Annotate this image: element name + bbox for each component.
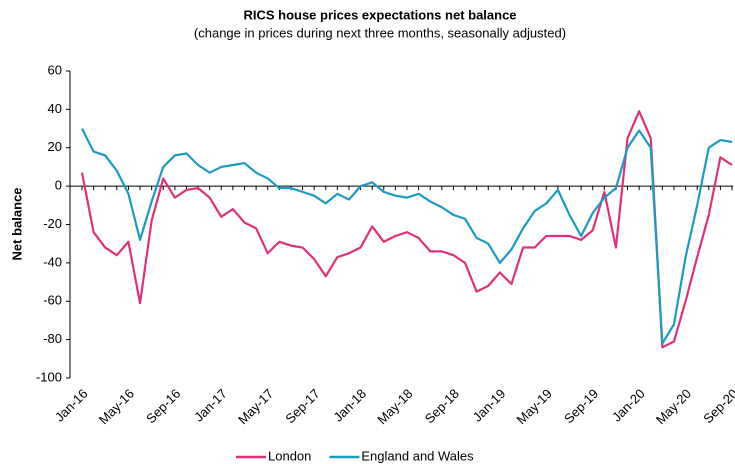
chart-title: RICS house prices expectations net balan…: [243, 7, 516, 22]
x-tick-label: Jan-17: [191, 386, 230, 425]
chart-subtitle: (change in prices during next three mont…: [194, 25, 566, 40]
y-tick-label: -100: [36, 369, 62, 384]
x-tick-label: Sep-20: [700, 386, 735, 426]
legend-label: London: [268, 448, 311, 463]
x-tick-label: May-17: [235, 386, 276, 427]
y-tick-label: -80: [43, 331, 62, 346]
y-tick-label: -40: [43, 254, 62, 269]
x-tick-label: May-20: [653, 386, 694, 427]
x-tick-label: May-16: [96, 386, 137, 427]
x-tick-label: Jan-16: [52, 386, 91, 425]
x-tick-label: May-19: [514, 386, 555, 427]
x-tick-label: Sep-17: [282, 386, 322, 426]
series-line: [81, 128, 733, 345]
y-tick-label: -60: [43, 293, 62, 308]
y-tick-label: 60: [48, 62, 62, 77]
y-tick-label: 0: [55, 178, 62, 193]
legend-label: England and Wales: [361, 448, 474, 463]
x-tick-label: Jan-19: [470, 386, 509, 425]
x-tick-label: Sep-18: [422, 386, 462, 426]
x-tick-label: Sep-16: [143, 386, 183, 426]
y-tick-label: 20: [48, 139, 62, 154]
y-axis-label: Net balance: [9, 188, 24, 261]
x-tick-label: Jan-18: [330, 386, 369, 425]
y-tick-label: 40: [48, 101, 62, 116]
y-tick-label: -20: [43, 216, 62, 231]
x-tick-label: May-18: [374, 386, 415, 427]
series-line: [80, 110, 733, 349]
x-tick-label: Sep-19: [561, 386, 601, 426]
x-tick-label: Jan-20: [609, 386, 648, 425]
